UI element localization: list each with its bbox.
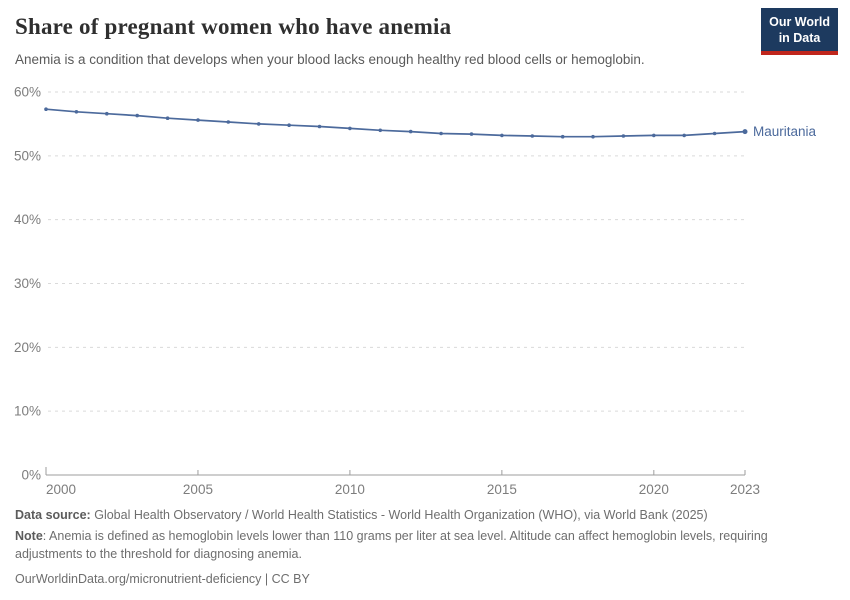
- data-point: [439, 131, 443, 136]
- y-axis-tick-label: 40%: [14, 212, 41, 227]
- chart-footer: Data source: Global Health Observatory /…: [15, 506, 830, 592]
- data-point: [165, 116, 170, 120]
- data-point: [652, 133, 656, 138]
- entity-line-label: Mauritania: [753, 124, 817, 139]
- note-line: Note: Anemia is defined as hemoglobin le…: [15, 527, 830, 563]
- y-axis-tick-label: 20%: [14, 340, 41, 355]
- y-axis-tick-label: 60%: [14, 85, 41, 100]
- owid-logo-line2: in Data: [778, 31, 821, 46]
- data-source-text: Global Health Observatory / World Health…: [94, 508, 708, 522]
- data-point: [74, 110, 79, 114]
- y-axis-tick-label: 10%: [14, 404, 41, 419]
- data-point: [560, 134, 565, 139]
- data-point: [378, 128, 383, 133]
- page-title: Share of pregnant women who have anemia: [15, 14, 452, 39]
- data-point: [317, 124, 322, 129]
- x-axis-tick-label: 2010: [335, 482, 365, 497]
- y-axis-tick-label: 30%: [14, 276, 41, 291]
- data-point: [408, 129, 413, 134]
- line-chart: 0% 10% 20% 30% 40% 50% 60% 2000 2005 2010 2015 2020…: [14, 85, 817, 498]
- data-point: [621, 134, 626, 138]
- note-label: Note: [15, 529, 43, 544]
- data-point: [348, 126, 352, 131]
- y-axis-tick-label: 50%: [14, 148, 41, 163]
- data-point: [226, 120, 231, 124]
- data-point: [196, 118, 200, 122]
- owid-logo-line1: Our World: [769, 15, 830, 29]
- data-point: [256, 122, 261, 126]
- data-point: [44, 107, 48, 111]
- data-point: [712, 131, 717, 136]
- data-line: [45, 108, 746, 138]
- data-source-line: Data source: Global Health Observatory /…: [15, 506, 830, 524]
- x-axis-tick-label: 2015: [487, 482, 517, 497]
- data-source-label: Data source:: [15, 508, 91, 522]
- data-point: [530, 134, 535, 138]
- citation-link[interactable]: OurWorldinData.org/micronutrient-deficie…: [15, 572, 310, 587]
- data-point: [469, 132, 474, 136]
- x-axis-tick-label: 2000: [46, 482, 76, 497]
- y-axis-tick-label: 0%: [21, 468, 41, 483]
- data-point: [105, 111, 109, 116]
- data-point: [287, 123, 291, 127]
- x-axis-tick-label: 2020: [639, 482, 669, 497]
- x-axis-tick-label: 2023: [730, 482, 760, 497]
- data-point: [135, 113, 139, 118]
- chart-subtitle: Anemia is a condition that develops when…: [15, 52, 645, 67]
- data-point: [591, 134, 595, 139]
- data-point: [742, 129, 748, 135]
- note-text: : Anemia is defined as hemoglobin levels…: [15, 529, 768, 562]
- data-point: [500, 133, 504, 138]
- x-axis-tick-label: 2005: [183, 482, 213, 497]
- data-point: [682, 133, 686, 138]
- owid-logo: Our World in Data: [761, 8, 838, 55]
